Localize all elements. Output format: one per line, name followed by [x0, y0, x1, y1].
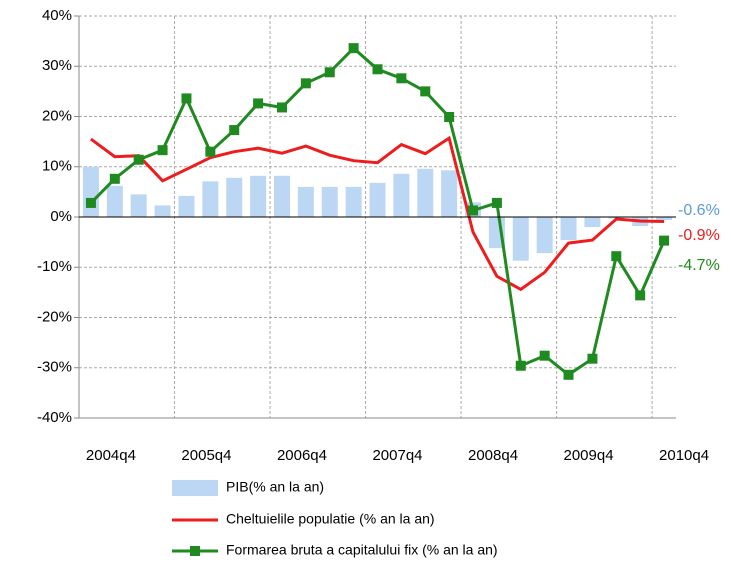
y-tick-label: 0% — [50, 208, 72, 225]
y-tick-label: 30% — [42, 57, 72, 74]
y-tick-label: 20% — [42, 107, 72, 124]
x-tick-label: 2004q4 — [86, 447, 136, 464]
marker — [396, 73, 407, 84]
marker — [491, 197, 502, 208]
y-tick-label: -40% — [37, 409, 72, 426]
marker — [444, 112, 455, 123]
bar — [202, 181, 219, 217]
marker — [587, 353, 598, 364]
marker — [300, 78, 311, 89]
legend-label: Cheltuielile populatie (% an la an) — [226, 511, 435, 527]
bar — [250, 175, 267, 217]
value-label: -4.7% — [678, 257, 720, 274]
marker — [515, 360, 526, 371]
marker — [659, 235, 670, 246]
marker — [229, 125, 240, 136]
marker — [205, 146, 216, 157]
series-line — [90, 135, 665, 292]
bar — [417, 168, 434, 217]
bar — [441, 170, 458, 217]
bar — [297, 186, 314, 217]
bar — [512, 217, 529, 261]
marker — [348, 43, 359, 54]
y-tick-label: -30% — [37, 359, 72, 376]
marker — [324, 67, 335, 78]
x-tick-label: 2005q4 — [181, 447, 231, 464]
y-tick-label: 40% — [42, 7, 72, 24]
bar — [321, 186, 338, 217]
legend-label: PIB(% an la an) — [226, 479, 324, 495]
marker — [85, 197, 96, 208]
marker — [635, 290, 646, 301]
marker — [276, 102, 287, 113]
bar — [656, 217, 673, 221]
bar — [345, 186, 362, 217]
bar — [584, 217, 601, 228]
bar — [106, 185, 123, 217]
bar — [273, 175, 290, 217]
x-tick-label: 2010q4 — [659, 447, 709, 464]
marker — [181, 93, 192, 104]
marker — [563, 369, 574, 380]
bar — [226, 177, 243, 217]
marker — [372, 64, 383, 75]
marker — [539, 350, 550, 361]
y-tick-label: -10% — [37, 258, 72, 275]
bar — [536, 217, 553, 254]
x-tick-label: 2009q4 — [564, 447, 614, 464]
y-tick-label: 10% — [42, 158, 72, 175]
bar — [130, 194, 147, 217]
marker — [611, 251, 622, 262]
y-tick-label: -20% — [37, 308, 72, 325]
marker — [133, 154, 144, 165]
bar — [560, 217, 577, 241]
marker — [468, 205, 479, 216]
marker — [157, 145, 168, 156]
marker — [109, 173, 120, 184]
marker — [253, 98, 264, 109]
x-tick-label: 2008q4 — [468, 447, 518, 464]
legend-swatch — [172, 480, 218, 496]
x-tick-label: 2007q4 — [372, 447, 422, 464]
bar — [154, 205, 171, 217]
bar — [369, 182, 386, 217]
x-tick-label: 2006q4 — [277, 447, 327, 464]
marker — [420, 86, 431, 97]
value-label: -0.6% — [678, 202, 720, 219]
bar — [393, 173, 410, 217]
bar — [178, 195, 195, 217]
legend-label: Formarea bruta a capitalului fix (% an l… — [226, 542, 498, 558]
legend-marker — [190, 546, 200, 556]
bar — [82, 166, 99, 217]
value-label: -0.9% — [678, 227, 720, 244]
